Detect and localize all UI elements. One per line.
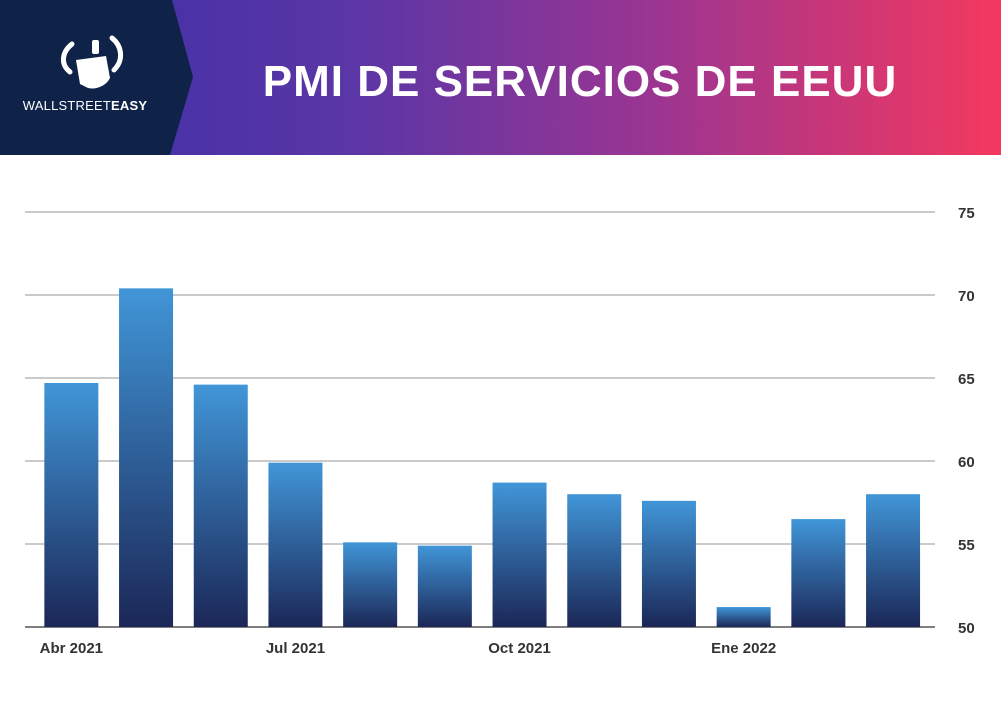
bull-fist-icon (61, 35, 123, 75)
bar-oct-2021 (492, 482, 547, 627)
bar-dic-2021 (641, 500, 696, 627)
bar-sep-2021 (417, 545, 472, 627)
y-tick-label: 55 (958, 537, 975, 554)
bar-nov-2021 (567, 494, 622, 627)
bar-chart: 50 55 60 65 70 75 Abr 2021 Jul 2021 Oct 2021 Ene … (25, 205, 975, 657)
y-tick-label: 70 (958, 288, 975, 305)
bar-ene-2022 (716, 607, 771, 627)
brand-name: WALLSTREETEASY (22, 98, 148, 113)
y-tick-label: 65 (958, 371, 975, 388)
x-tick-label: Ene 2022 (711, 640, 776, 657)
header-banner: WALLSTREETEASY PMI DE SERVICIOS DE EEUU (0, 0, 1001, 155)
bar-jul-2021 (268, 462, 323, 627)
bar-mar-2022 (866, 494, 921, 627)
x-tick-label: Abr 2021 (40, 640, 103, 657)
y-tick-label: 75 (958, 205, 975, 222)
y-tick-label: 50 (958, 620, 975, 637)
logo: WALLSTREETEASY (0, 0, 195, 155)
bar-may-2021 (119, 288, 174, 627)
x-tick-label: Jul 2021 (266, 640, 325, 657)
y-tick-label: 60 (958, 454, 975, 471)
bar-feb-2022 (791, 519, 846, 627)
bar-ago-2021 (343, 542, 398, 627)
x-tick-label: Oct 2021 (488, 640, 551, 657)
bar-abr-2021 (44, 382, 99, 627)
page-title: PMI DE SERVICIOS DE EEUU (262, 57, 898, 106)
bar-jun-2021 (193, 384, 248, 627)
